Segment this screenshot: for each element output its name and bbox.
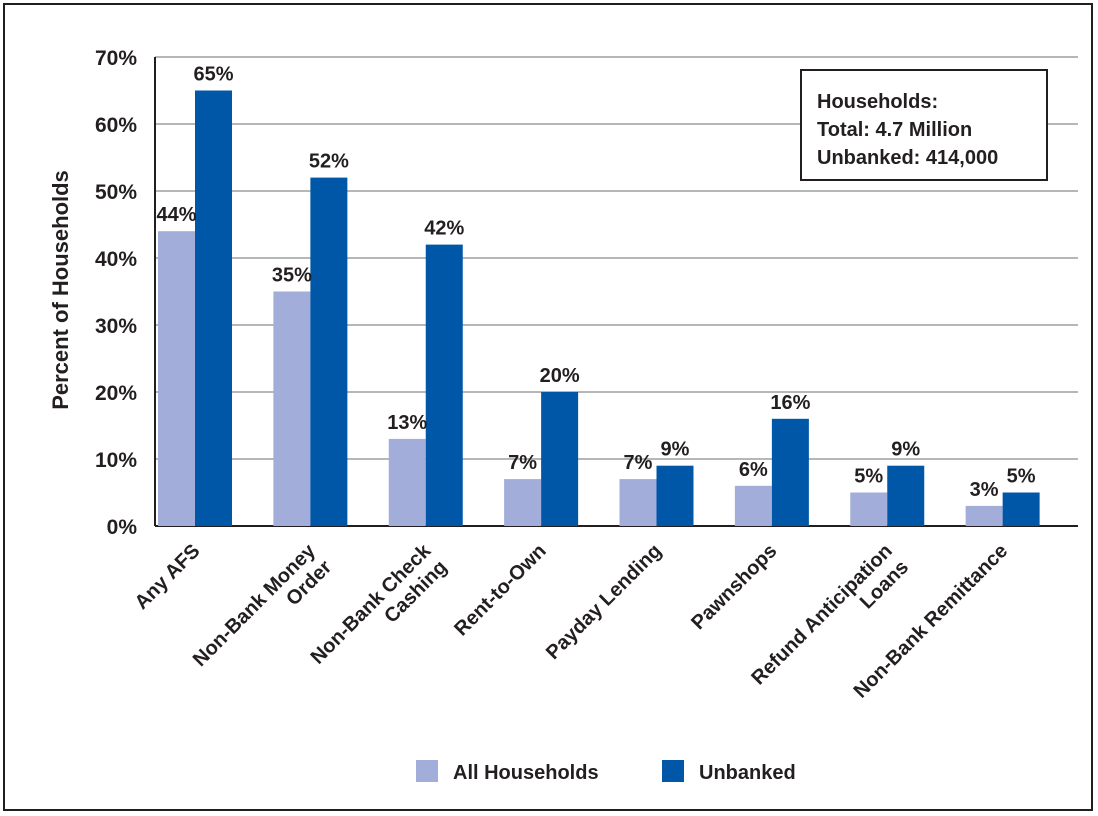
annotation-box — [800, 69, 1048, 181]
annotation-line: Households: — [817, 91, 938, 113]
data-label: 65% — [193, 64, 233, 86]
data-label: 52% — [309, 151, 349, 173]
y-tick-label: 70% — [95, 47, 137, 70]
data-label: 9% — [891, 439, 920, 461]
bar-all-households — [850, 492, 888, 526]
bar-all-households — [158, 231, 195, 526]
bar-unbanked — [1002, 492, 1040, 526]
bar-all-households — [965, 505, 1003, 526]
bar-unbanked — [771, 418, 809, 526]
data-label: 5% — [1007, 466, 1036, 488]
annotation-line: Total: 4.7 Million — [817, 119, 972, 141]
data-label: 5% — [854, 466, 883, 488]
legend-swatch-all-households — [416, 760, 438, 782]
category-label: Pawnshops — [687, 540, 781, 634]
data-label: 7% — [508, 452, 537, 474]
category-label-line: Payday Lending — [542, 540, 666, 664]
bar-all-households — [734, 485, 772, 526]
bar-all-households — [388, 438, 426, 526]
data-label: 42% — [424, 218, 464, 240]
data-label: 3% — [970, 479, 999, 501]
legend-label: Unbanked — [699, 762, 796, 784]
y-tick-labels: 0% 10% 20% 30% 40% 50% 60% 70% — [95, 47, 137, 539]
category-label-line: Any AFS — [131, 540, 205, 614]
annotation-line: Unbanked: 414,000 — [817, 147, 998, 169]
data-label: 35% — [272, 265, 312, 287]
data-label: 44% — [156, 204, 196, 226]
data-label: 9% — [661, 439, 690, 461]
bar-unbanked — [887, 465, 925, 526]
y-axis-label: Percent of Households — [48, 170, 73, 410]
data-label: 20% — [540, 365, 580, 387]
category-label-line: Pawnshops — [687, 540, 781, 634]
category-label: Rent-to-Own — [450, 540, 550, 640]
data-labels: 44% 65% 35% 52% 13% 42% 7% 20% 7% 9% 6% 16% 5% 9% 3% 5% — [156, 64, 1035, 501]
data-label: 7% — [624, 452, 653, 474]
bar-unbanked — [195, 90, 232, 526]
y-tick-label: 30% — [95, 315, 137, 338]
bar-unbanked — [310, 177, 348, 526]
legend: All Households Unbanked — [416, 760, 796, 784]
bar-unbanked — [425, 244, 463, 526]
y-tick-label: 40% — [95, 248, 137, 271]
bar-all-households — [619, 479, 657, 526]
legend-label: All Households — [453, 762, 599, 784]
y-tick-label: 50% — [95, 181, 137, 204]
category-label: Non-Bank CheckCashing — [307, 539, 453, 685]
category-label: Refund AnticipationLoans — [747, 540, 913, 706]
category-label-line: Rent-to-Own — [450, 540, 550, 640]
category-label: Any AFS — [131, 540, 205, 614]
data-label: 13% — [387, 412, 427, 434]
y-tick-label: 10% — [95, 449, 137, 472]
data-label: 16% — [770, 392, 810, 414]
bars — [158, 90, 1040, 526]
y-tick-label: 60% — [95, 114, 137, 137]
y-tick-label: 0% — [107, 516, 138, 539]
category-label: Payday Lending — [542, 540, 666, 664]
bar-all-households — [504, 479, 542, 526]
legend-swatch-unbanked — [662, 760, 684, 782]
y-tick-label: 20% — [95, 382, 137, 405]
category-label: Non-Bank MoneyOrder — [189, 539, 337, 687]
bar-unbanked — [656, 465, 694, 526]
households-annotation: Households: Total: 4.7 Million Unbanked: 4… — [800, 69, 1048, 181]
bar-unbanked — [541, 392, 579, 526]
bar-all-households — [273, 291, 311, 526]
data-label: 6% — [739, 459, 768, 481]
